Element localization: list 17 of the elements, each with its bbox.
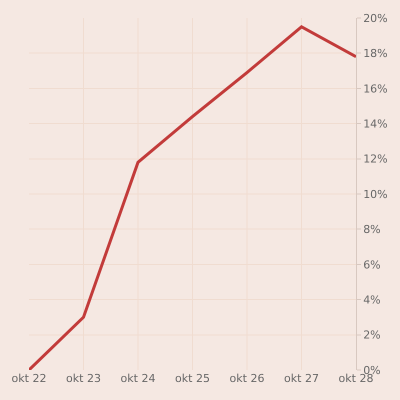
line-series: [29, 25, 356, 370]
x-tick-label: okt 24: [120, 372, 156, 385]
y-tick-label: 14%: [363, 117, 388, 130]
x-tick-label: okt 26: [230, 372, 264, 385]
y-tick-label: 2%: [363, 328, 381, 342]
x-tick-label: okt 23: [66, 372, 101, 385]
y-tick-label: 20%: [363, 12, 388, 25]
y-tick-label: 6%: [363, 258, 381, 272]
y-tick-label: 16%: [363, 82, 388, 96]
x-tick-label: okt 25: [175, 372, 210, 385]
y-tick-label: 4%: [363, 293, 381, 306]
y-tick-label: 12%: [363, 152, 388, 166]
y-tick-label: 18%: [363, 47, 388, 60]
x-tick-label: okt 27: [284, 372, 319, 385]
y-tick-label: 10%: [363, 188, 388, 201]
x-tick-label: okt 22: [12, 372, 46, 385]
y-tick-label: 8%: [363, 223, 381, 236]
